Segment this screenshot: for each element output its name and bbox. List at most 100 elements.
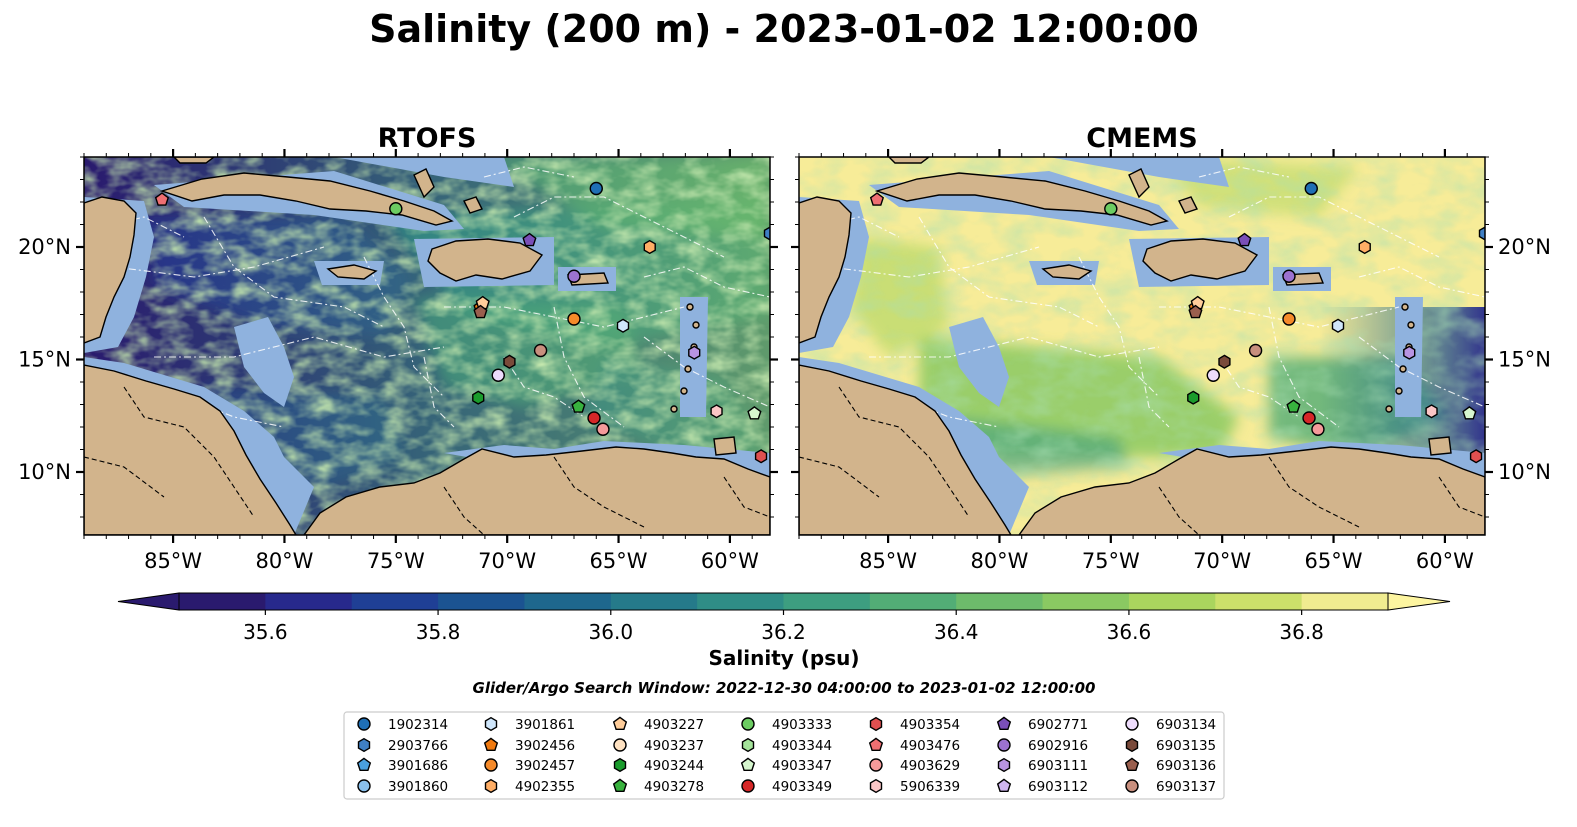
legend-entry-label: 3901861 — [515, 717, 575, 733]
legend-entry-label: 6902916 — [1028, 738, 1088, 754]
colorbar-tick-label: 36.0 — [589, 620, 634, 644]
colorbar-bin — [351, 593, 439, 610]
legend-entry-label: 5906339 — [900, 779, 960, 795]
legend-marker-3901686 — [356, 757, 372, 771]
platform-marker-3901861 — [1331, 318, 1345, 333]
legend-entry-label: 4903476 — [900, 738, 960, 754]
platform-marker-4903349 — [1302, 411, 1316, 425]
platform-marker-4903347 — [1462, 406, 1477, 420]
legend-marker-6903111 — [997, 757, 1011, 773]
legend-marker-5906339 — [869, 778, 883, 794]
platform-marker-3902457 — [1282, 312, 1296, 326]
lon-tick-label: 60°W — [1416, 549, 1474, 573]
legend-marker-6903134 — [1125, 717, 1139, 731]
platform-marker-4903354 — [754, 449, 768, 464]
colorbar-tick-label: 35.6 — [243, 620, 288, 644]
colorbar-tick-label: 36.4 — [934, 620, 979, 644]
lat-tick-label: 15°N — [18, 348, 71, 372]
lon-tick-label: 60°W — [701, 549, 759, 573]
platform-marker-1902314 — [1304, 181, 1318, 196]
legend-entry-label: 3901686 — [388, 758, 448, 774]
platform-marker-2903766 — [1478, 226, 1485, 241]
legend-marker-6903136 — [1124, 757, 1140, 771]
legend-frame — [343, 711, 1225, 800]
colorbar-bin — [1215, 593, 1303, 610]
platform-marker-6903111 — [1403, 345, 1416, 360]
colorbar-bin — [1301, 593, 1389, 610]
search-window-caption: Glider/Argo Search Window: 2022-12-30 04… — [473, 679, 1096, 697]
legend-marker-4903333 — [741, 717, 755, 731]
legend-marker-6903135 — [1125, 737, 1139, 753]
platform-marker-6903136 — [1188, 304, 1203, 319]
legend-marker-4903629 — [869, 758, 883, 772]
colorbar-bin — [1128, 593, 1216, 610]
legend-marker-4903278 — [612, 778, 628, 792]
legend-marker-4902355 — [484, 778, 498, 794]
panel-title-rtofs: RTOFS — [378, 123, 477, 154]
platform-marker-6903134 — [491, 368, 505, 382]
lat-tick-label: 20°N — [1498, 235, 1551, 259]
legend-entry-label: 4903333 — [772, 717, 832, 733]
map-panel-rtofs: 85°W 80°W 75°W 70°W 65°W 60°W 10°N 15°N 20°N RTO… — [18, 123, 778, 573]
platform-marker-4903333 — [1104, 202, 1118, 216]
lon-tick-label: 80°W — [255, 549, 313, 573]
colorbar-extend-low — [117, 592, 180, 611]
colorbar-tick-label: 36.2 — [761, 620, 806, 644]
colorbar-bin — [179, 593, 266, 610]
platform-marker-6903137 — [533, 343, 548, 358]
legend-marker-6903137 — [1125, 779, 1139, 793]
legend-entry-label: 4903347 — [772, 758, 832, 774]
lat-tick-label: 10°N — [18, 460, 71, 484]
colorbar-bin — [610, 593, 698, 610]
colorbar-label: Salinity (psu) — [708, 646, 859, 670]
platform-marker-4903476 — [869, 192, 885, 206]
platform-marker-6902916 — [1282, 269, 1296, 283]
colorbar-bin — [697, 593, 785, 610]
platform-marker-4903278 — [1286, 399, 1301, 413]
legend-marker-3902456 — [483, 737, 499, 751]
lon-tick-label: 80°W — [970, 549, 1028, 573]
legend-entry-label: 4903278 — [644, 779, 704, 795]
figure-title: Salinity (200 m) - 2023-01-02 12:00:00 — [369, 7, 1199, 51]
platform-marker-4903629 — [1311, 422, 1325, 436]
legend-entry-label: 3901860 — [388, 779, 448, 795]
colorbar: 35.6 35.8 36.0 36.2 36.4 36.6 36.8 — [117, 592, 1451, 644]
colorbar-tick-label: 36.6 — [1107, 620, 1152, 644]
platform-marker-6902771 — [1237, 232, 1252, 247]
platform-marker-6903134 — [1206, 368, 1220, 382]
legend-marker-4903227 — [612, 716, 628, 730]
legend-marker-4903354 — [869, 716, 883, 732]
platform-marker-4903354 — [1469, 449, 1483, 464]
colorbar-bin — [783, 593, 871, 610]
legend-entry-label: 2903766 — [388, 738, 448, 754]
legend-marker-4903349 — [741, 779, 755, 793]
colorbar-tick-label: 35.8 — [416, 620, 461, 644]
platform-marker-4902355 — [1358, 239, 1371, 255]
platform-marker-4903476 — [154, 192, 170, 206]
legend-marker-3901861 — [484, 716, 498, 732]
platform-marker-6903137 — [1248, 343, 1263, 358]
legend-entry-label: 4903344 — [772, 738, 832, 754]
platform-marker-2903766 — [763, 226, 770, 241]
legend-entry-label: 4903244 — [644, 758, 704, 774]
platform-legend: 1902314 2903766 3901686 3901860 3901861 39024… — [343, 711, 1225, 800]
lon-tick-label: 70°W — [1193, 549, 1251, 573]
platform-marker-6903135 — [503, 354, 516, 369]
legend-marker-4903476 — [868, 737, 884, 751]
legend-entry-label: 1902314 — [388, 717, 448, 733]
legend-entry-label: 6903135 — [1156, 738, 1216, 754]
map-panel-cmems: 85°W 80°W 75°W 70°W 65°W 60°W 10°N 15°N 20°N CME… — [791, 123, 1551, 573]
legend-marker-4903237 — [613, 738, 627, 752]
legend-entry-label: 4903349 — [772, 779, 832, 795]
colorbar-bin — [869, 593, 957, 610]
legend-marker-1902314 — [357, 717, 371, 731]
lat-tick-label: 15°N — [1498, 348, 1551, 372]
legend-marker-4903244 — [613, 757, 627, 773]
legend-entry-label: 4902355 — [515, 779, 575, 795]
platform-marker-4903244 — [472, 390, 485, 405]
lon-tick-label: 65°W — [590, 549, 648, 573]
platform-marker-5906339 — [1425, 404, 1438, 419]
platform-marker-4902355 — [643, 239, 656, 255]
lon-tick-label: 85°W — [859, 549, 917, 573]
